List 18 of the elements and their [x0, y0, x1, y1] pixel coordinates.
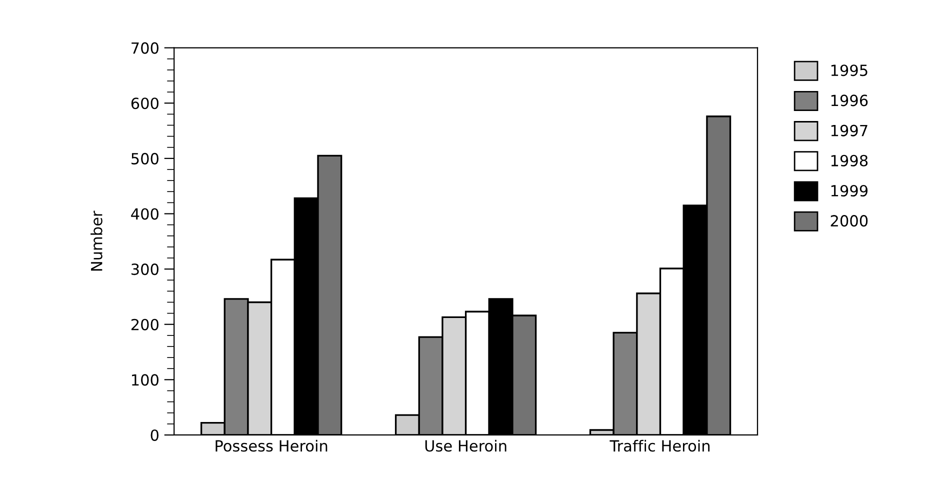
y-tick-label: 700	[132, 42, 158, 54]
legend-label: 1998	[831, 154, 868, 166]
legend-label: 2000	[830, 215, 868, 227]
y-axis-title: Number	[90, 210, 102, 271]
x-tick-label: Possess Heroin	[216, 440, 328, 452]
y-tick-label: 500	[132, 152, 158, 164]
legend-label: 1996	[831, 94, 868, 106]
y-tick-label: 0	[150, 429, 158, 441]
y-tick-label: 600	[131, 98, 158, 110]
legend-label: 1995	[831, 64, 868, 76]
legend-label: 1997	[831, 124, 868, 136]
x-tick-label: Use Heroin	[425, 440, 506, 452]
y-tick-label: 400	[131, 208, 158, 220]
y-tick-label: 100	[132, 374, 158, 386]
y-tick-label: 200	[131, 318, 158, 330]
legend-label: 1999	[831, 184, 868, 197]
y-tick-label: 300	[132, 264, 158, 276]
x-tick-label: Traffic Heroin	[610, 440, 710, 452]
